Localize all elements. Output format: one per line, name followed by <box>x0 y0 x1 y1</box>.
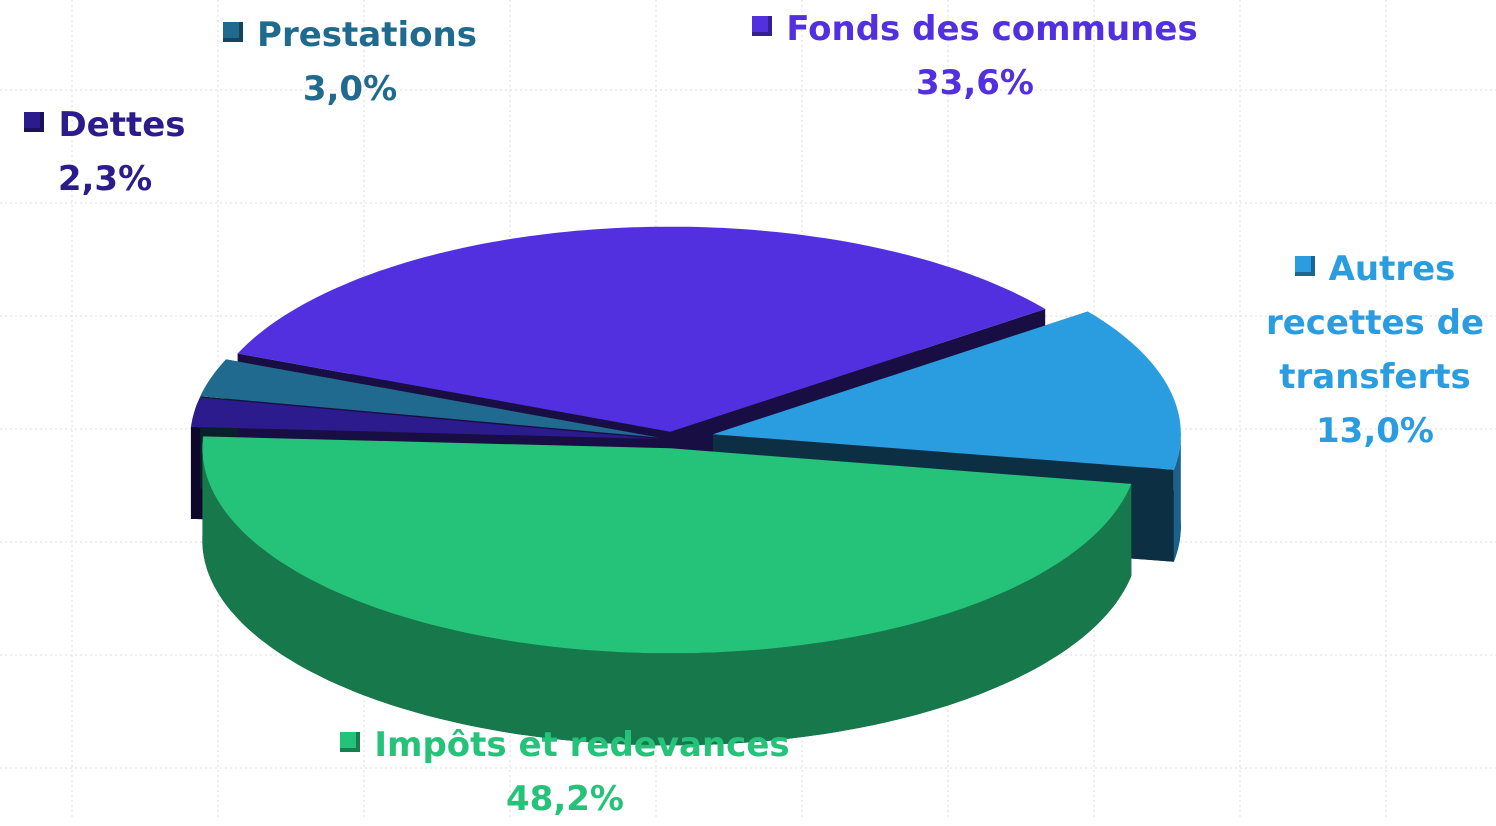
legend-swatch <box>752 16 773 36</box>
slice-label: Fonds des communes 33,6% <box>740 2 1210 110</box>
slice-label: Autres recettes de transferts 13,0% <box>1250 242 1496 458</box>
category-label: Autres recettes de transferts <box>1265 249 1485 397</box>
legend-swatch <box>223 22 244 42</box>
slice-wall <box>1173 431 1181 562</box>
value-label: 2,3% <box>57 159 153 199</box>
legend-swatch <box>1294 256 1315 276</box>
category-label: Impôts et redevances <box>374 725 790 765</box>
label-name-line: Autres recettes de transferts <box>1250 242 1496 404</box>
slice <box>190 397 659 439</box>
slice-wall <box>202 444 1132 746</box>
value-label: 48,2% <box>506 779 624 819</box>
label-name-line: Impôts et redevances <box>330 718 800 772</box>
category-label: Fonds des communes <box>786 9 1198 49</box>
label-name-line: Dettes <box>0 98 210 152</box>
slice-label: Impôts et redevances 48,2% <box>330 718 800 826</box>
category-label: Dettes <box>58 105 186 145</box>
label-name-line: Prestations <box>190 8 510 62</box>
value-label: 3,0% <box>302 69 398 109</box>
legend-swatch <box>24 112 45 132</box>
slice-label: Prestations 3,0% <box>190 8 510 116</box>
slice <box>200 359 659 438</box>
slice-label: Dettes 2,3% <box>0 98 210 206</box>
slice <box>712 311 1181 470</box>
value-label: 13,0% <box>1316 411 1434 451</box>
label-name-line: Fonds des communes <box>740 2 1210 56</box>
category-label: Prestations <box>257 15 477 55</box>
slice <box>202 436 1132 654</box>
legend-swatch <box>340 732 361 752</box>
slice <box>237 226 1046 432</box>
value-label: 33,6% <box>916 63 1034 103</box>
